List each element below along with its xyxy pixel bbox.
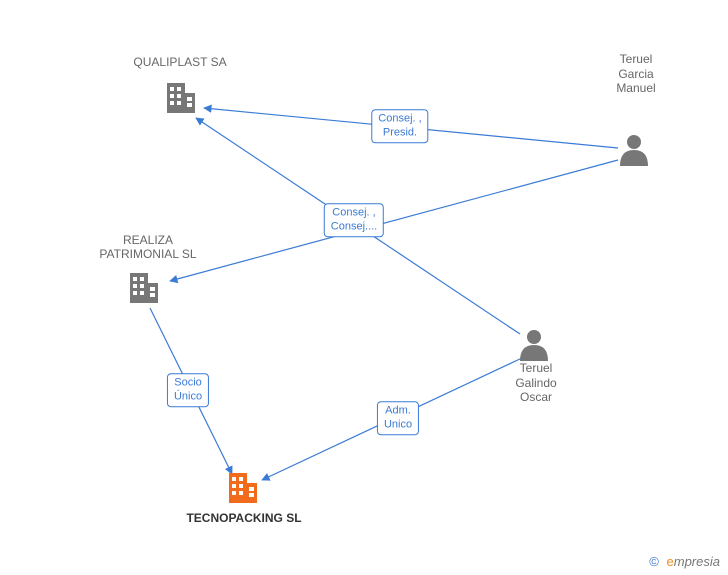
edge-label-realiza-tecnopacking: Socio Único — [167, 373, 209, 407]
edge-label-manuel-qualiplast: Consej. , Presid. — [371, 109, 428, 143]
edge-label-oscar-tecnopacking: Adm. Unico — [377, 401, 419, 435]
building-icon-qualiplast — [167, 83, 195, 113]
building-icon-tecnopacking — [229, 473, 257, 503]
node-label-realiza: REALIZA PATRIMONIAL SL — [99, 233, 196, 262]
person-icon-oscar — [520, 330, 548, 361]
brand-initial: e — [667, 554, 674, 569]
node-label-tecnopacking: TECNOPACKING SL — [186, 511, 301, 525]
building-icon-realiza — [130, 273, 158, 303]
watermark: © empresia — [649, 554, 720, 569]
node-label-qualiplast: QUALIPLAST SA — [133, 55, 226, 69]
node-label-oscar: Teruel Galindo Oscar — [515, 361, 556, 404]
brand-name: mpresia — [674, 554, 720, 569]
edge-label-oscar-qualiplast: Consej. , Consej.... — [324, 203, 384, 237]
edge-manuel-realiza — [170, 160, 618, 281]
node-label-manuel: Teruel Garcia Manuel — [616, 52, 655, 95]
copyright-symbol: © — [649, 554, 659, 569]
person-icon-manuel — [620, 135, 648, 166]
